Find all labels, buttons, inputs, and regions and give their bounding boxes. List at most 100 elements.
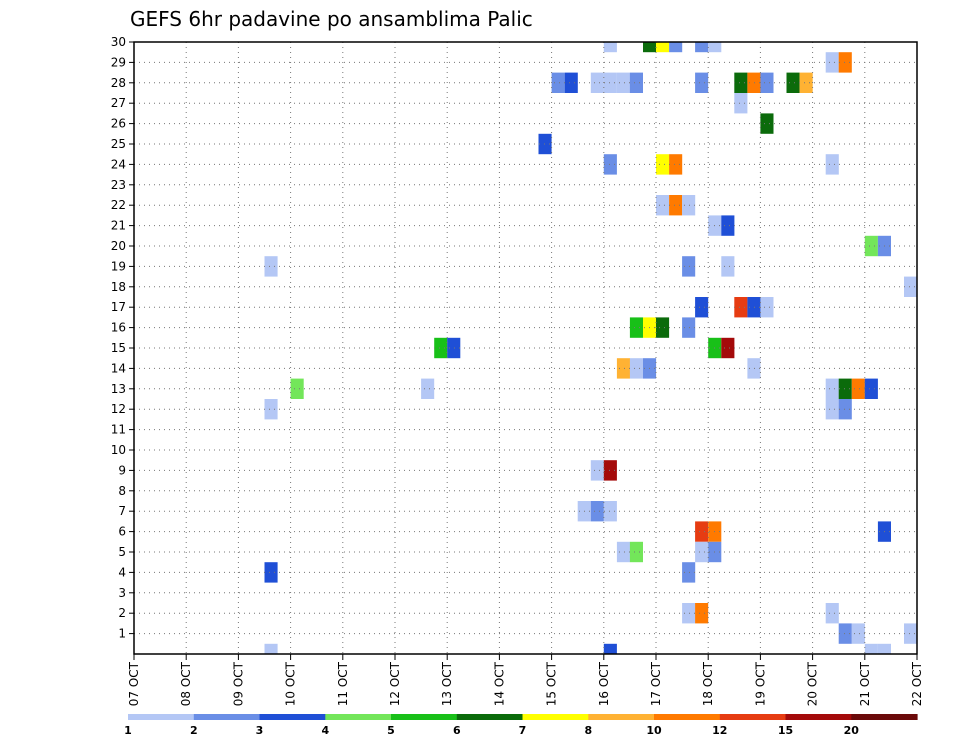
precip-cell: [864, 643, 878, 654]
precip-cells: [264, 42, 917, 654]
y-tick-label: 3: [118, 586, 126, 600]
y-tick-label: 11: [111, 423, 126, 437]
y-tick-label: 27: [111, 96, 126, 110]
colorbar-swatch: [654, 714, 721, 720]
precip-cell: [616, 358, 630, 379]
y-tick-label: 5: [118, 545, 126, 559]
precip-cell: [708, 42, 722, 53]
precip-cell: [851, 378, 865, 399]
precip-cell: [616, 541, 630, 563]
precip-cell: [747, 358, 761, 379]
y-tick-label: 8: [118, 484, 126, 498]
colorbar-swatch: [259, 714, 326, 720]
y-tick-label: 13: [111, 382, 126, 396]
precip-cell: [877, 643, 891, 654]
colorbar-swatch: [522, 714, 589, 720]
precip-cell: [721, 215, 735, 236]
precip-cell: [864, 235, 878, 257]
y-tick-label: 25: [111, 137, 126, 151]
precip-cell: [264, 256, 278, 277]
precip-cell: [799, 72, 813, 93]
precip-cell: [838, 52, 852, 73]
colorbar-label: 5: [387, 724, 395, 737]
precip-cell: [734, 72, 748, 93]
precip-cell: [669, 195, 683, 216]
x-tick-label: 09 OCT: [231, 661, 245, 706]
precip-cell: [656, 42, 670, 53]
colorbar-swatch: [851, 714, 918, 720]
x-tick-label: 14 OCT: [492, 661, 506, 706]
colorbar-label: 7: [519, 724, 527, 737]
x-tick-label: 08 OCT: [179, 661, 193, 706]
precip-cell: [551, 72, 565, 93]
y-tick-label: 18: [111, 280, 126, 294]
precip-cell: [590, 72, 604, 93]
colorbar-label: 6: [453, 724, 461, 737]
y-tick-label: 28: [111, 76, 126, 90]
precip-cell: [682, 256, 696, 277]
precip-cell: [656, 154, 670, 175]
precip-cell: [669, 42, 683, 53]
colorbar-label: 12: [712, 724, 727, 737]
y-tick-label: 2: [118, 606, 126, 620]
precip-cell: [590, 501, 604, 522]
precip-cell: [290, 378, 304, 399]
precip-cell: [629, 358, 643, 379]
precip-cell: [838, 378, 852, 399]
precip-cell: [629, 541, 643, 563]
colorbar-swatch: [785, 714, 852, 720]
precip-cell: [825, 52, 839, 73]
x-tick-label: 10 OCT: [284, 661, 298, 706]
x-tick-label: 16 OCT: [597, 661, 611, 706]
colorbar-swatch: [456, 714, 524, 720]
precip-cell: [603, 501, 617, 522]
precip-cell: [734, 297, 748, 318]
y-tick-label: 22: [111, 198, 126, 212]
y-tick-label: 14: [111, 361, 126, 375]
precip-cell: [838, 399, 852, 420]
colorbar-label: 20: [844, 724, 860, 737]
precip-cell: [682, 603, 696, 624]
y-tick-label: 26: [111, 117, 126, 131]
colorbar-swatch: [719, 714, 787, 720]
y-tick-label: 12: [111, 402, 126, 416]
y-tick-label: 7: [118, 504, 126, 518]
y-tick-label: 17: [111, 300, 126, 314]
precip-cell: [747, 72, 761, 93]
x-tick-label: 13 OCT: [440, 661, 454, 706]
precip-cell: [695, 42, 709, 53]
x-tick-label: 07 OCT: [127, 661, 141, 706]
precip-cell: [851, 623, 865, 644]
colorbar-label: 1: [124, 724, 132, 737]
precip-cell: [695, 603, 709, 624]
x-tick-label: 11 OCT: [336, 661, 350, 706]
x-axis: 07 OCT 08 OCT 09 OCT 10 OCT 11 OCT 12 OCT 13 O…: [127, 654, 924, 706]
y-tick-label: 16: [111, 321, 126, 335]
precip-cell: [629, 72, 643, 93]
precip-cell: [643, 42, 657, 53]
x-tick-label: 17 OCT: [649, 661, 663, 706]
colorbar-swatch: [391, 714, 458, 720]
precip-cell: [656, 195, 670, 216]
precip-cell: [603, 460, 617, 481]
precip-cell: [629, 317, 643, 338]
chart-title: GEFS 6hr padavine po ansamblima Palic: [130, 7, 533, 31]
precip-cell: [721, 337, 735, 359]
precip-cell: [760, 72, 774, 93]
x-tick-label: 20 OCT: [806, 661, 820, 706]
precip-cell: [695, 521, 709, 542]
precip-cell: [447, 337, 461, 359]
y-tick-label: 23: [111, 178, 126, 192]
colorbar-swatch: [325, 714, 392, 720]
precip-cell: [656, 317, 670, 338]
precip-cell: [669, 154, 683, 175]
precip-cell: [603, 154, 617, 175]
y-tick-label: 20: [111, 239, 126, 253]
y-tick-label: 4: [118, 565, 126, 579]
colorbar-swatch: [128, 714, 195, 720]
precip-cell: [682, 195, 696, 216]
precip-cell: [695, 72, 709, 93]
y-tick-label: 15: [111, 341, 126, 355]
y-tick-label: 1: [118, 627, 126, 641]
